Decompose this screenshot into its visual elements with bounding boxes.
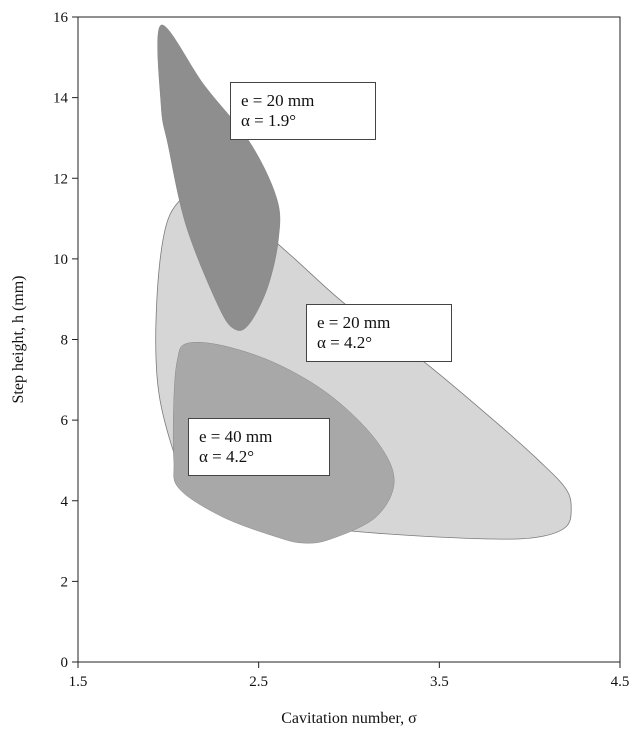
annotation-e20-alpha19: e = 20 mm α = 1.9° [230, 82, 376, 140]
y-tick-label: 4 [61, 494, 69, 510]
annotation-line: α = 1.9° [241, 111, 297, 130]
x-tick-label: 3.5 [430, 674, 449, 690]
x-tick-label: 1.5 [69, 674, 88, 690]
y-tick-label: 14 [53, 91, 69, 107]
annotation-line: e = 40 mm [199, 427, 273, 446]
annotation-line: e = 20 mm [241, 91, 315, 110]
axes-layer: 1.5 2.5 3.5 4.5 0 2 4 6 8 10 12 14 16 [53, 10, 629, 690]
y-tick-label: 10 [53, 252, 68, 268]
y-tick-label: 8 [61, 333, 69, 349]
y-tick-label: 16 [53, 10, 69, 26]
y-tick-label: 0 [61, 655, 69, 671]
annotation-line: α = 4.2° [199, 447, 255, 466]
annotation-line: e = 20 mm [317, 313, 391, 332]
x-tick-label: 2.5 [249, 674, 268, 690]
annotation-e40-alpha42: e = 40 mm α = 4.2° [188, 418, 330, 476]
x-tick-label: 4.5 [611, 674, 630, 690]
annotation-line: α = 4.2° [317, 333, 373, 352]
x-axis-title: Cavitation number, σ [281, 710, 417, 727]
annotation-e20-alpha42: e = 20 mm α = 4.2° [306, 304, 452, 362]
y-axis-title: Step height, h (mm) [10, 276, 27, 404]
y-tick-label: 12 [53, 171, 68, 187]
y-tick-label: 2 [61, 574, 69, 590]
y-tick-label: 6 [61, 413, 69, 429]
